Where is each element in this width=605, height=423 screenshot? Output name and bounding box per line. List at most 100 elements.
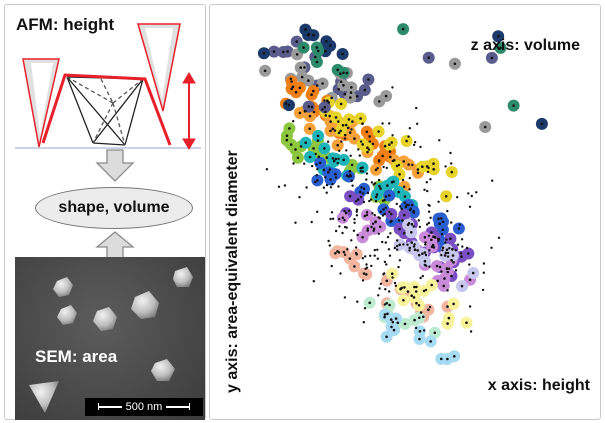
scatter-point-center <box>422 315 425 319</box>
scatter-point-center <box>262 52 266 55</box>
scatter-point-center <box>329 178 332 181</box>
scatter-point-center <box>336 143 339 147</box>
z-axis-label: z axis: volume <box>470 37 580 54</box>
scatter-point-center <box>348 131 352 134</box>
scatter-point-center <box>324 49 327 53</box>
scatter-3d-plot <box>257 23 548 365</box>
scatter-core-point <box>377 160 381 163</box>
scatter-point-center <box>303 66 306 69</box>
scatter-core-point <box>374 199 378 203</box>
left-panel: AFM: height <box>4 4 206 420</box>
scatter-point-center <box>334 116 338 119</box>
scale-bar-line-right <box>166 404 191 410</box>
scatter-core-point <box>368 199 371 203</box>
scatter-point-center <box>336 68 339 72</box>
scatter-point-center <box>332 159 336 163</box>
scatter-core-point <box>427 221 431 225</box>
scatter-point-center <box>368 301 371 305</box>
scatter-point-center <box>403 322 407 326</box>
sem-particles <box>29 267 193 413</box>
scatter-point-center <box>331 157 335 160</box>
scatter-point-center <box>315 60 319 64</box>
scatter-point-center <box>437 217 440 221</box>
scatter-point-center <box>306 33 310 37</box>
scatter-point-center <box>298 111 302 115</box>
scatter-core-point <box>490 246 493 249</box>
scatter-core-point <box>440 270 443 273</box>
scatter-point-center <box>413 285 416 289</box>
scatter-point-center <box>272 50 276 53</box>
scatter-core-point <box>373 213 376 217</box>
scatter-point-center <box>361 143 364 146</box>
scatter-point-center <box>310 105 314 109</box>
scatter-point-center <box>432 168 435 171</box>
shape-volume-label: shape, volume <box>35 187 193 229</box>
scatter-point-center <box>366 150 369 154</box>
scatter-core-point <box>370 225 373 229</box>
scatter-core-point <box>388 122 391 125</box>
scatter-point-center <box>446 322 449 325</box>
scatter-point-center <box>410 231 413 234</box>
scatter-core-point <box>394 284 398 287</box>
scatter-core-point <box>337 251 341 254</box>
scatter-point-center <box>363 88 367 92</box>
scatter-point-center <box>307 79 310 82</box>
scatter-point-center <box>385 335 388 339</box>
scatter-core-point <box>363 307 367 310</box>
scatter-point-center <box>418 337 421 341</box>
scatter-point-center <box>465 321 468 325</box>
scatter-core-point <box>421 274 424 278</box>
scatter-point-center <box>294 90 298 94</box>
scatter-core-point <box>369 254 372 257</box>
scatter-core-point <box>418 225 422 229</box>
scatter-core-point <box>475 191 478 194</box>
scatter-point-center <box>321 108 324 111</box>
scatter-point-center <box>290 80 293 83</box>
scatter-point-center <box>346 126 350 130</box>
scatter-core-point <box>384 206 387 209</box>
scatter-point-center <box>349 96 352 99</box>
scatter-core-point <box>385 166 388 170</box>
scatter-point-center <box>422 289 426 293</box>
scatter-core-point <box>408 176 411 180</box>
scatter-core-point <box>391 134 394 137</box>
scatter-point-center <box>327 101 331 104</box>
scatter-core-point <box>326 140 330 143</box>
scatter-core-point <box>445 238 448 241</box>
scatter-point-center <box>429 340 432 343</box>
scatter-core-point <box>383 303 386 306</box>
sem-image: SEM: area 500 nm <box>15 257 205 420</box>
scatter-core-point <box>456 196 459 199</box>
scatter-point-center <box>467 252 470 255</box>
scatter-point-center <box>540 122 544 126</box>
scatter-core-point <box>343 225 347 229</box>
scatter-core-point <box>397 265 400 269</box>
scatter-point-center <box>341 124 345 127</box>
scatter-point-center <box>383 144 387 148</box>
scatter-point-center <box>388 143 391 146</box>
scatter-core-point <box>399 205 402 208</box>
scatter-point-center <box>286 50 289 53</box>
scatter-point-center <box>295 53 299 56</box>
scatter-point-center <box>496 35 500 38</box>
scatter-point-center <box>337 120 340 123</box>
scatter-core-point <box>424 253 428 257</box>
scatter-point-center <box>355 95 359 98</box>
scatter-point-center <box>329 120 332 123</box>
scatter-core-point <box>459 252 462 255</box>
scatter-point-center <box>344 123 348 127</box>
scatter-core-point <box>359 195 363 199</box>
scatter-point-center <box>330 96 333 100</box>
scatter-point-center <box>308 155 312 159</box>
scatter-point-center <box>417 304 421 307</box>
scatter-core-point <box>339 272 342 275</box>
scatter-point-center <box>379 187 382 190</box>
scatter-core-point <box>379 282 383 285</box>
scatter-point-center <box>298 86 302 90</box>
scatter-point-center <box>315 84 319 87</box>
scatter-core-point <box>456 243 460 246</box>
scatter-point-center <box>417 253 421 257</box>
scatter-point-center <box>388 303 391 307</box>
scatter-core-point <box>381 240 384 244</box>
scatter-point-center <box>349 91 353 94</box>
